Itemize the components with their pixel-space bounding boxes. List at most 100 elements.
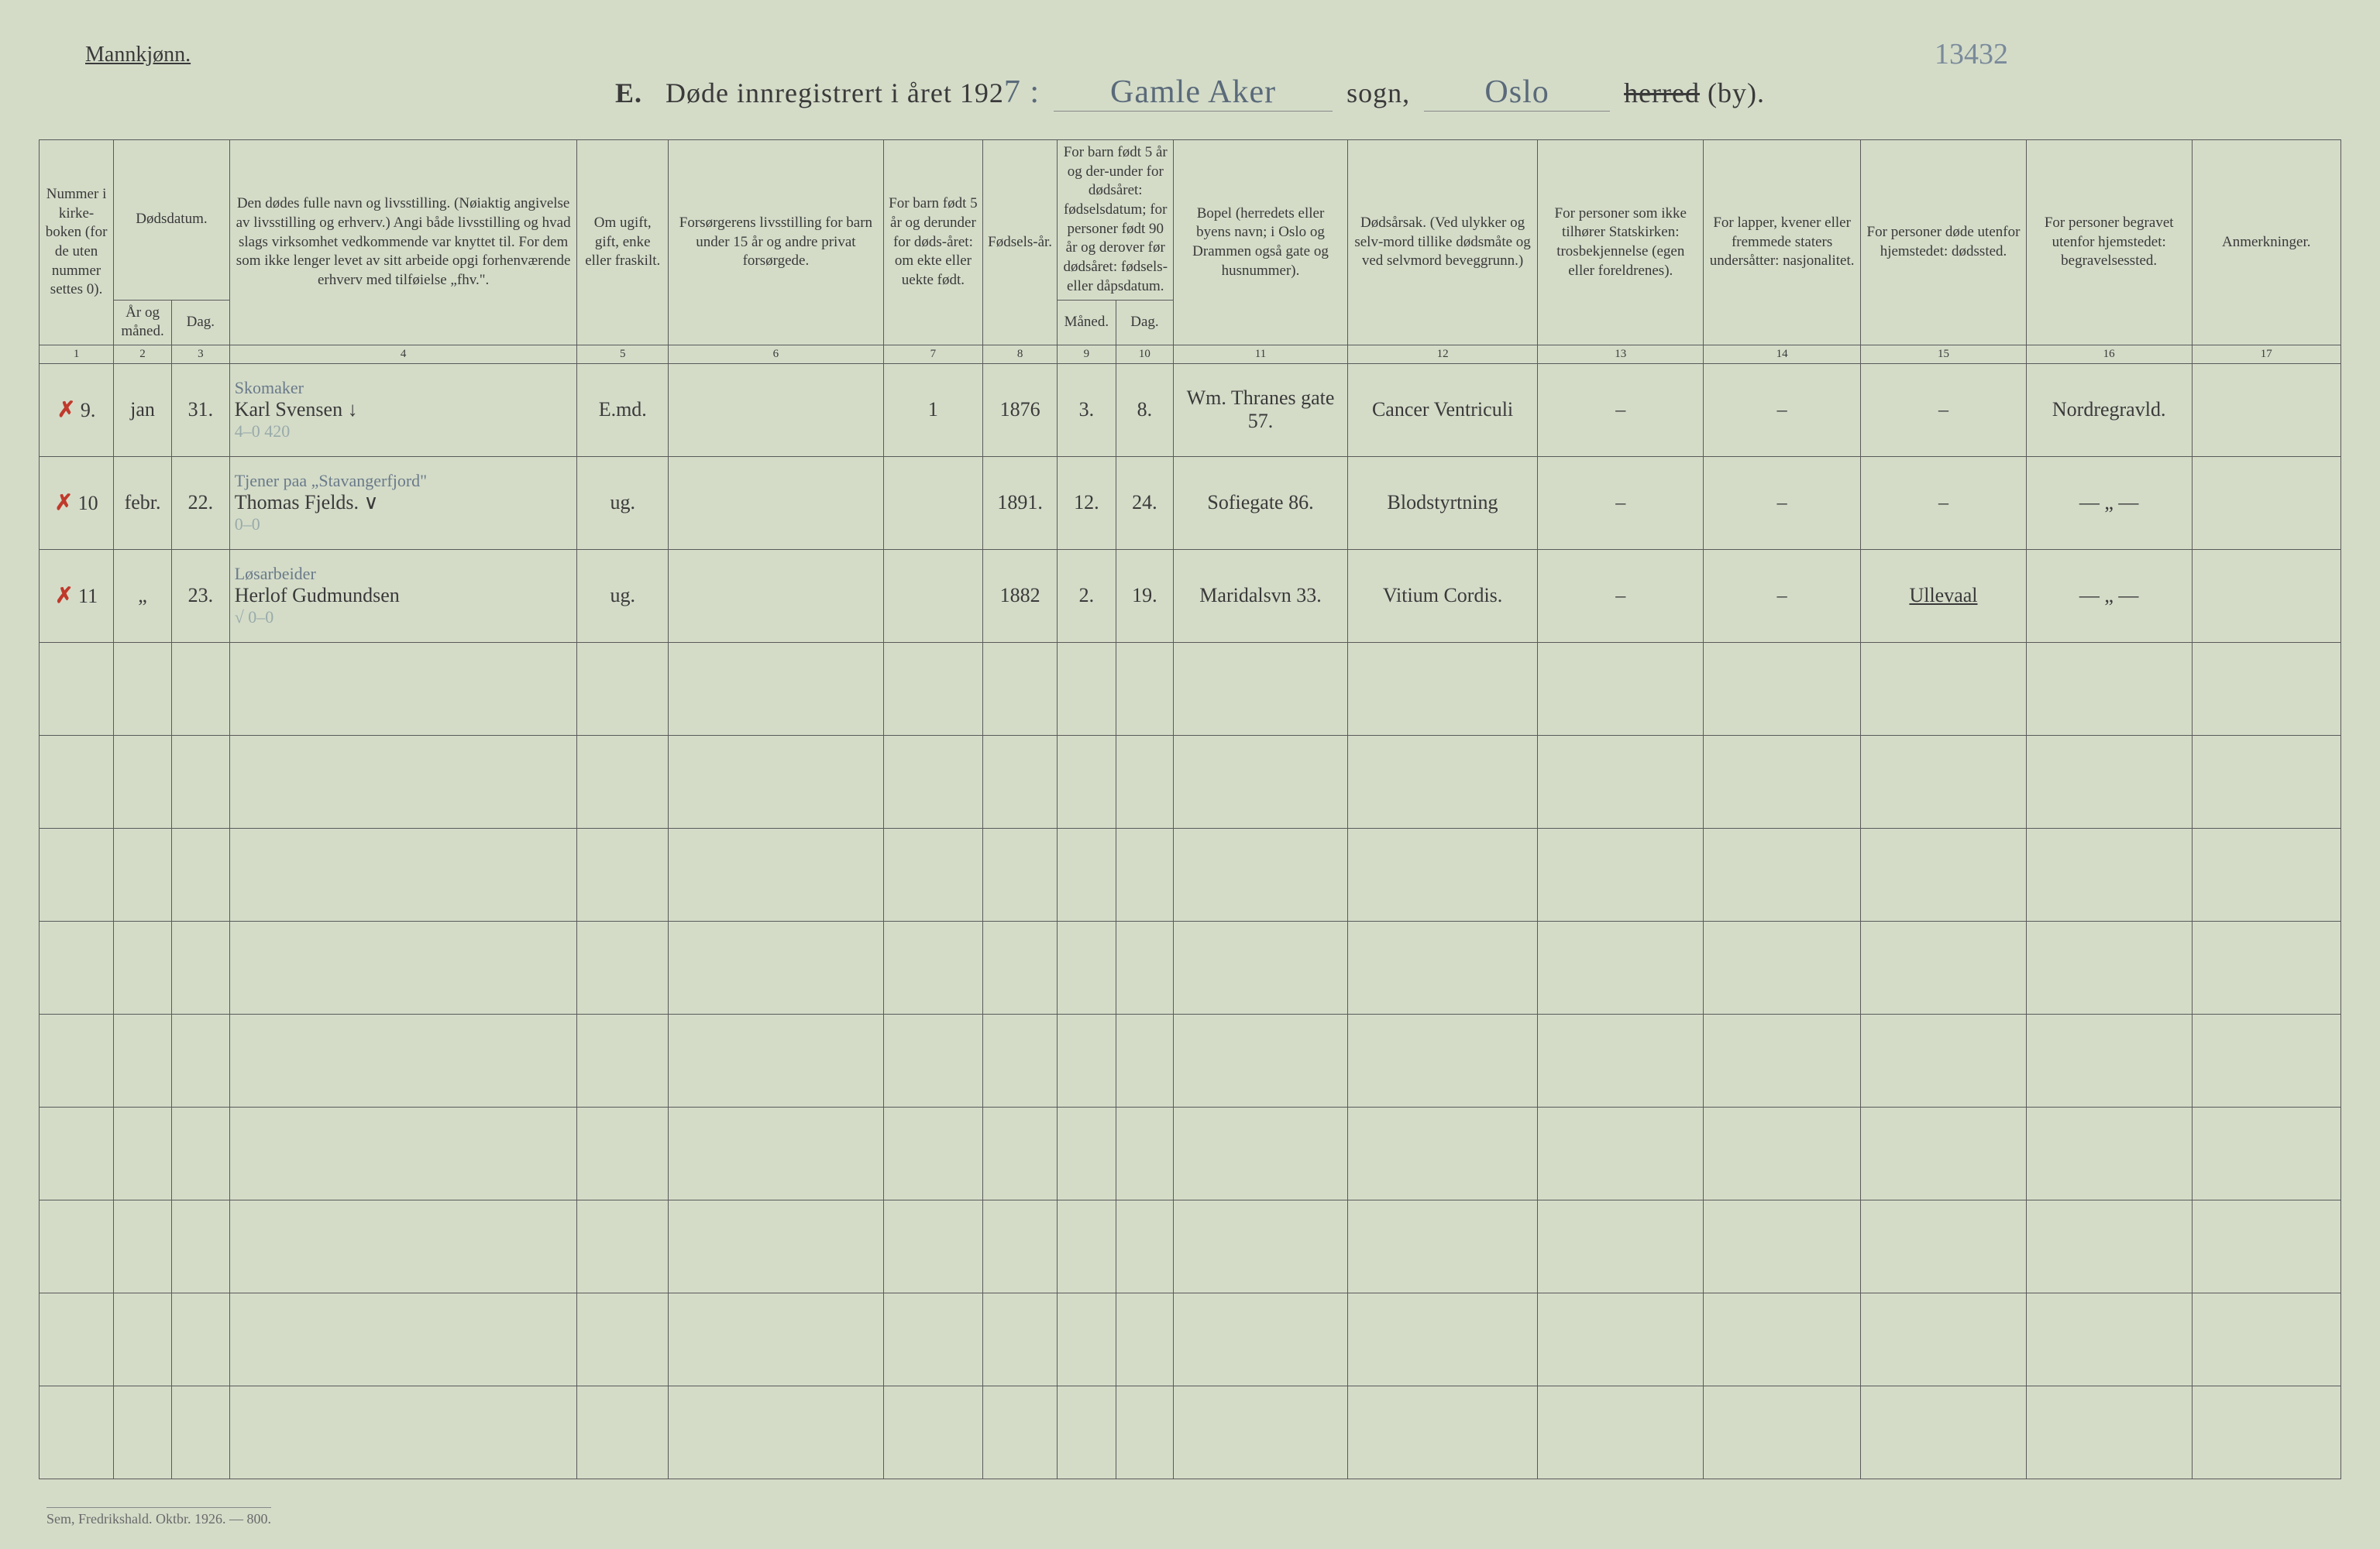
col-header-deathplace: For personer døde utenfor hjemstedet: dø… bbox=[1861, 140, 2027, 345]
name-line: Karl Svensen ↓ bbox=[235, 398, 358, 421]
col-header-burialplace: For personer begravet utenfor hjemstedet… bbox=[2026, 140, 2192, 345]
cell-name: Tjener paa „Stavangerfjord" Thomas Fjeld… bbox=[229, 456, 577, 549]
colnum: 15 bbox=[1861, 345, 2027, 363]
table-row-empty bbox=[40, 1014, 2341, 1107]
col-header-death-day: Dag. bbox=[171, 300, 229, 345]
colnum: 10 bbox=[1116, 345, 1174, 363]
gender-label: Mannkjønn. bbox=[85, 43, 191, 67]
code-line: 0–0 bbox=[235, 514, 573, 534]
cell-birthday: 8. bbox=[1116, 363, 1174, 456]
cell-residence: Maridalsvn 33. bbox=[1174, 549, 1347, 642]
col-header-birthyear: Fødsels-år. bbox=[983, 140, 1058, 345]
cell-month: jan bbox=[114, 363, 172, 456]
col-header-cause: Dødsårsak. (Ved ulykker og selv-mord til… bbox=[1347, 140, 1538, 345]
colnum: 9 bbox=[1058, 345, 1116, 363]
colnum: 12 bbox=[1347, 345, 1538, 363]
cell-birthyear: 1876 bbox=[983, 363, 1058, 456]
title-line: E. Døde innregistrert i året 1927 : Gaml… bbox=[39, 74, 2341, 112]
table-row: ✗ 10 febr. 22. Tjener paa „Stavangerfjor… bbox=[40, 456, 2341, 549]
table-body: ✗ 9. jan 31. Skomaker Karl Svensen ↓ 4–0… bbox=[40, 363, 2341, 1479]
table-header: Nummer i kirke-boken (for de uten nummer… bbox=[40, 140, 2341, 364]
colnum: 3 bbox=[171, 345, 229, 363]
cell-number: ✗ 10 bbox=[40, 456, 114, 549]
col-header-religion: For personer som ikke tilhører Statskirk… bbox=[1538, 140, 1704, 345]
cell-residence: Wm. Thranes gate 57. bbox=[1174, 363, 1347, 456]
table-row: ✗ 11 „ 23. Løsarbeider Herlof Gudmundsen… bbox=[40, 549, 2341, 642]
cell-number: ✗ 11 bbox=[40, 549, 114, 642]
by-label: (by). bbox=[1708, 77, 1765, 108]
cell-burialplace: Nordregravld. bbox=[2026, 363, 2192, 456]
cell-deathplace: Ullevaal bbox=[1861, 549, 2027, 642]
cell-residence: Sofiegate 86. bbox=[1174, 456, 1347, 549]
cell-child5: 1 bbox=[883, 363, 982, 456]
col-header-birth-month: Måned. bbox=[1058, 300, 1116, 345]
column-number-row: 1 2 3 4 5 6 7 8 9 10 11 12 13 14 15 16 1… bbox=[40, 345, 2341, 363]
col-header-residence: Bopel (herredets eller byens navn; i Osl… bbox=[1174, 140, 1347, 345]
red-x-mark: ✗ bbox=[55, 491, 73, 515]
colnum: 13 bbox=[1538, 345, 1704, 363]
page-number-handwritten: 13432 bbox=[1935, 37, 2008, 71]
parish-name-hand: Gamle Aker bbox=[1054, 74, 1333, 112]
table-row-empty bbox=[40, 1293, 2341, 1386]
cell-number: ✗ 9. bbox=[40, 363, 114, 456]
cell-religion: – bbox=[1538, 549, 1704, 642]
cell-provider bbox=[669, 363, 884, 456]
cell-deathplace: – bbox=[1861, 456, 2027, 549]
code-line: √ 0–0 bbox=[235, 607, 573, 627]
col-header-child5: For barn født 5 år og derunder for døds-… bbox=[883, 140, 982, 345]
year-suffix-hand: 7 : bbox=[1004, 74, 1040, 110]
colnum: 2 bbox=[114, 345, 172, 363]
col-header-birthdate: For barn født 5 år og der-under for døds… bbox=[1058, 140, 1174, 301]
occupation-line: Skomaker bbox=[235, 378, 573, 398]
col-header-death-month: År og måned. bbox=[114, 300, 172, 345]
cell-remarks bbox=[2192, 549, 2340, 642]
sogn-label: sogn, bbox=[1346, 77, 1410, 108]
city-name-hand: Oslo bbox=[1424, 74, 1610, 112]
cell-deathplace: – bbox=[1861, 363, 2027, 456]
red-x-mark: ✗ bbox=[55, 584, 73, 608]
occupation-line: Tjener paa „Stavangerfjord" bbox=[235, 471, 573, 491]
cell-remarks bbox=[2192, 363, 2340, 456]
name-line: Thomas Fjelds. ∨ bbox=[235, 491, 379, 513]
printer-footer: Sem, Fredrikshald. Oktbr. 1926. — 800. bbox=[46, 1507, 271, 1527]
name-line: Herlof Gudmundsen bbox=[235, 584, 400, 606]
table-row-empty bbox=[40, 735, 2341, 828]
colnum: 8 bbox=[983, 345, 1058, 363]
colnum: 16 bbox=[2026, 345, 2192, 363]
cell-cause: Cancer Ventriculi bbox=[1347, 363, 1538, 456]
colnum: 11 bbox=[1174, 345, 1347, 363]
page-header: Mannkjønn. 13432 E. Døde innregistrert i… bbox=[39, 31, 2341, 132]
cell-month: febr. bbox=[114, 456, 172, 549]
colnum: 5 bbox=[577, 345, 669, 363]
cell-nationality: – bbox=[1704, 549, 1861, 642]
col-header-provider: Forsørgerens livsstilling for barn under… bbox=[669, 140, 884, 345]
cell-nationality: – bbox=[1704, 456, 1861, 549]
colnum: 17 bbox=[2192, 345, 2340, 363]
table-row: ✗ 9. jan 31. Skomaker Karl Svensen ↓ 4–0… bbox=[40, 363, 2341, 456]
cell-nationality: – bbox=[1704, 363, 1861, 456]
cell-child5 bbox=[883, 549, 982, 642]
cell-child5 bbox=[883, 456, 982, 549]
occupation-line: Løsarbeider bbox=[235, 564, 573, 584]
cell-status: ug. bbox=[577, 549, 669, 642]
colnum: 1 bbox=[40, 345, 114, 363]
title-prefix: Døde innregistrert i året 192 bbox=[666, 77, 1004, 108]
table-row-empty bbox=[40, 1386, 2341, 1479]
colnum: 14 bbox=[1704, 345, 1861, 363]
cell-name: Skomaker Karl Svensen ↓ 4–0 420 bbox=[229, 363, 577, 456]
cell-remarks bbox=[2192, 456, 2340, 549]
cell-cause: Blodstyrtning bbox=[1347, 456, 1538, 549]
cell-status: E.md. bbox=[577, 363, 669, 456]
cell-day: 31. bbox=[171, 363, 229, 456]
cell-status: ug. bbox=[577, 456, 669, 549]
cell-religion: – bbox=[1538, 456, 1704, 549]
cell-month: „ bbox=[114, 549, 172, 642]
col-header-nationality: For lapper, kvener eller fremmede stater… bbox=[1704, 140, 1861, 345]
col-header-number: Nummer i kirke-boken (for de uten nummer… bbox=[40, 140, 114, 345]
col-header-remarks: Anmerkninger. bbox=[2192, 140, 2340, 345]
table-row-empty bbox=[40, 642, 2341, 735]
ledger-table: Nummer i kirke-boken (for de uten nummer… bbox=[39, 139, 2341, 1479]
table-row-empty bbox=[40, 1107, 2341, 1200]
table-row-empty bbox=[40, 1200, 2341, 1293]
cell-cause: Vitium Cordis. bbox=[1347, 549, 1538, 642]
